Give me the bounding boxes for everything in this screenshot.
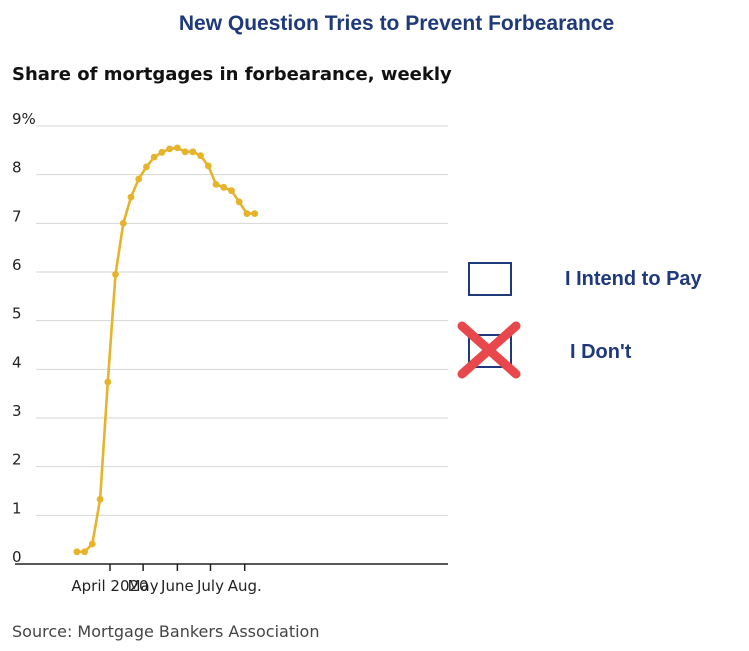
data-point xyxy=(204,162,212,170)
y-tick-label: 4 xyxy=(12,353,22,371)
y-tick-label: 5 xyxy=(12,305,22,323)
y-tick-label: 7 xyxy=(12,207,22,225)
data-point xyxy=(197,152,205,160)
grid-layer xyxy=(36,125,448,516)
data-point xyxy=(112,271,119,278)
data-point xyxy=(135,175,143,183)
y-tick-label: 8 xyxy=(12,159,22,177)
data-point xyxy=(119,219,127,227)
chart-title: Share of mortgages in forbearance, weekl… xyxy=(12,64,452,85)
x-tick-label: April 2020 xyxy=(71,577,148,595)
data-point xyxy=(174,144,181,152)
y-tick-label: 9% xyxy=(12,110,36,128)
series-line-layer xyxy=(75,146,256,554)
data-points xyxy=(73,144,259,556)
data-point xyxy=(228,187,235,195)
data-point xyxy=(158,148,166,156)
x-mark-icon xyxy=(457,321,521,379)
series-line xyxy=(75,146,256,554)
y-tick-labels: 0 1 2 3 4 5 6 7 8 9% xyxy=(12,110,36,566)
data-point xyxy=(220,183,228,191)
option-label-intend-to-pay: I Intend to Pay xyxy=(565,268,702,290)
data-point xyxy=(189,148,197,156)
x-tick-label: May xyxy=(128,577,159,595)
x-tick-label: June xyxy=(160,577,194,595)
y-tick-label: 0 xyxy=(12,548,22,566)
data-point xyxy=(81,548,88,556)
data-point xyxy=(88,540,96,548)
data-point xyxy=(235,198,243,206)
data-point xyxy=(166,145,174,153)
data-point xyxy=(127,193,135,201)
option-label-dont-pay: I Don't xyxy=(570,341,632,363)
data-point xyxy=(212,181,220,188)
data-point xyxy=(150,153,158,161)
data-point xyxy=(181,148,189,156)
data-point xyxy=(251,210,259,218)
data-point xyxy=(73,548,81,556)
y-tick-label: 3 xyxy=(12,402,22,420)
checkbox-intend-to-pay[interactable] xyxy=(468,262,512,296)
x-tick-label: July xyxy=(196,577,224,595)
data-point xyxy=(243,210,251,218)
y-tick-label: 6 xyxy=(12,256,22,274)
x-tick-label: Aug. xyxy=(228,577,262,595)
data-point xyxy=(143,163,150,171)
source-note: Source: Mortgage Bankers Association xyxy=(12,622,320,641)
headline: New Question Tries to Prevent Forbearanc… xyxy=(178,12,615,35)
y-tick-label: 1 xyxy=(12,499,22,517)
data-point xyxy=(104,378,112,386)
y-tick-label: 2 xyxy=(12,451,22,469)
data-point xyxy=(96,495,104,503)
